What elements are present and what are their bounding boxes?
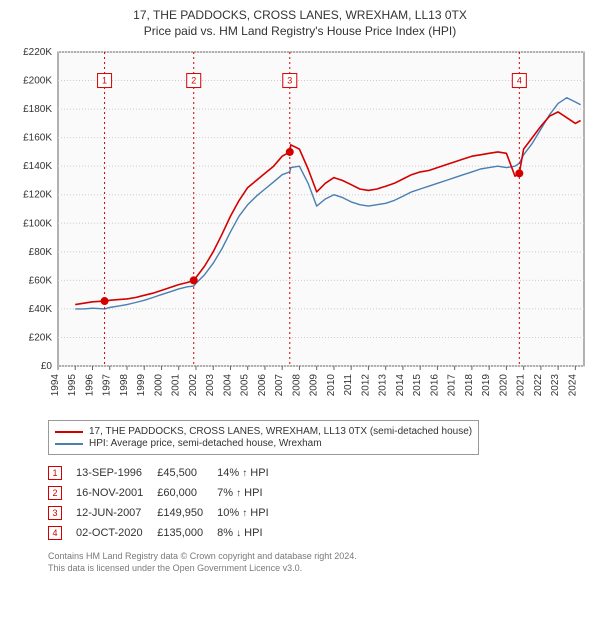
page-subtitle: Price paid vs. HM Land Registry's House …: [10, 24, 590, 38]
event-price: £45,500: [157, 463, 217, 483]
event-price: £149,950: [157, 503, 217, 523]
event-row: 3 12-JUN-2007£149,95010% ↑ HPI: [48, 503, 283, 523]
svg-text:1999: 1999: [136, 374, 147, 397]
svg-text:3: 3: [287, 76, 292, 86]
legend-row-hpi: HPI: Average price, semi-detached house,…: [55, 438, 472, 449]
svg-text:2023: 2023: [550, 374, 561, 397]
legend-row-subject: 17, THE PADDOCKS, CROSS LANES, WREXHAM, …: [55, 426, 472, 437]
svg-text:2007: 2007: [274, 374, 285, 397]
legend-swatch-subject: [55, 431, 83, 433]
chart-svg: £0 £20K £40K £60K £80K £100K £120K £140K £160K £1…: [10, 44, 590, 414]
svg-text:£140K: £140K: [23, 161, 52, 172]
event-row: 2 16-NOV-2001£60,0007% ↑ HPI: [48, 483, 283, 503]
svg-text:2001: 2001: [171, 374, 182, 397]
event-row: 4 02-OCT-2020£135,0008% ↓ HPI: [48, 523, 283, 543]
event-pct: 7% ↑ HPI: [217, 483, 282, 503]
svg-text:1997: 1997: [102, 374, 113, 397]
footer-line-2: This data is licensed under the Open Gov…: [48, 563, 590, 575]
legend-box: 17, THE PADDOCKS, CROSS LANES, WREXHAM, …: [48, 420, 479, 455]
chart: £0 £20K £40K £60K £80K £100K £120K £140K £160K £1…: [10, 44, 590, 414]
svg-text:2010: 2010: [326, 374, 337, 397]
svg-text:£60K: £60K: [29, 275, 53, 286]
svg-text:£180K: £180K: [23, 104, 52, 115]
svg-text:£40K: £40K: [29, 304, 53, 315]
event-price: £60,000: [157, 483, 217, 503]
svg-text:2003: 2003: [205, 374, 216, 397]
svg-text:2021: 2021: [516, 374, 527, 397]
svg-text:1996: 1996: [84, 374, 95, 397]
event-marker-icon: 1: [48, 466, 62, 480]
events-table: 1 13-SEP-1996£45,50014% ↑ HPI 2 16-NOV-2001…: [48, 463, 283, 543]
svg-text:1998: 1998: [119, 374, 130, 397]
svg-text:2004: 2004: [222, 374, 233, 397]
event-marker-icon: 2: [48, 486, 62, 500]
svg-text:£120K: £120K: [23, 190, 52, 201]
svg-text:2006: 2006: [257, 374, 268, 397]
svg-text:2013: 2013: [378, 374, 389, 397]
svg-text:£0: £0: [41, 361, 53, 372]
svg-text:2024: 2024: [567, 374, 578, 397]
event-pct: 14% ↑ HPI: [217, 463, 282, 483]
svg-text:2022: 2022: [533, 374, 544, 397]
svg-text:1994: 1994: [50, 374, 61, 397]
svg-text:1995: 1995: [67, 374, 78, 397]
footer-attribution: Contains HM Land Registry data © Crown c…: [48, 551, 590, 574]
svg-text:£200K: £200K: [23, 76, 52, 87]
svg-text:2017: 2017: [447, 374, 458, 397]
legend-swatch-hpi: [55, 443, 83, 445]
svg-text:2018: 2018: [464, 374, 475, 397]
svg-text:2019: 2019: [481, 374, 492, 397]
event-date: 13-SEP-1996: [76, 463, 157, 483]
svg-text:2: 2: [191, 76, 196, 86]
svg-text:£20K: £20K: [29, 332, 53, 343]
svg-text:2005: 2005: [240, 374, 251, 397]
event-price: £135,000: [157, 523, 217, 543]
footer-line-1: Contains HM Land Registry data © Crown c…: [48, 551, 590, 563]
event-marker-icon: 3: [48, 506, 62, 520]
legend-label-hpi: HPI: Average price, semi-detached house,…: [89, 438, 322, 449]
event-pct: 8% ↓ HPI: [217, 523, 282, 543]
svg-text:2014: 2014: [395, 374, 406, 397]
svg-text:1: 1: [102, 76, 107, 86]
svg-text:£100K: £100K: [23, 218, 52, 229]
svg-text:£220K: £220K: [23, 47, 52, 58]
event-marker-icon: 4: [48, 526, 62, 540]
svg-text:2009: 2009: [309, 374, 320, 397]
svg-text:2011: 2011: [343, 374, 354, 396]
svg-text:2008: 2008: [291, 374, 302, 397]
event-date: 16-NOV-2001: [76, 483, 157, 503]
svg-text:£160K: £160K: [23, 133, 52, 144]
svg-text:2000: 2000: [153, 374, 164, 397]
event-row: 1 13-SEP-1996£45,50014% ↑ HPI: [48, 463, 283, 483]
event-date: 02-OCT-2020: [76, 523, 157, 543]
svg-text:2012: 2012: [360, 374, 371, 397]
svg-text:2015: 2015: [412, 374, 423, 397]
legend-label-subject: 17, THE PADDOCKS, CROSS LANES, WREXHAM, …: [89, 426, 472, 437]
event-date: 12-JUN-2007: [76, 503, 157, 523]
svg-text:2002: 2002: [188, 374, 199, 397]
page-title: 17, THE PADDOCKS, CROSS LANES, WREXHAM, …: [10, 8, 590, 22]
svg-text:£80K: £80K: [29, 247, 53, 258]
svg-text:2016: 2016: [429, 374, 440, 397]
event-pct: 10% ↑ HPI: [217, 503, 282, 523]
svg-text:2020: 2020: [498, 374, 509, 397]
page-container: 17, THE PADDOCKS, CROSS LANES, WREXHAM, …: [0, 0, 600, 580]
svg-text:4: 4: [517, 76, 522, 86]
